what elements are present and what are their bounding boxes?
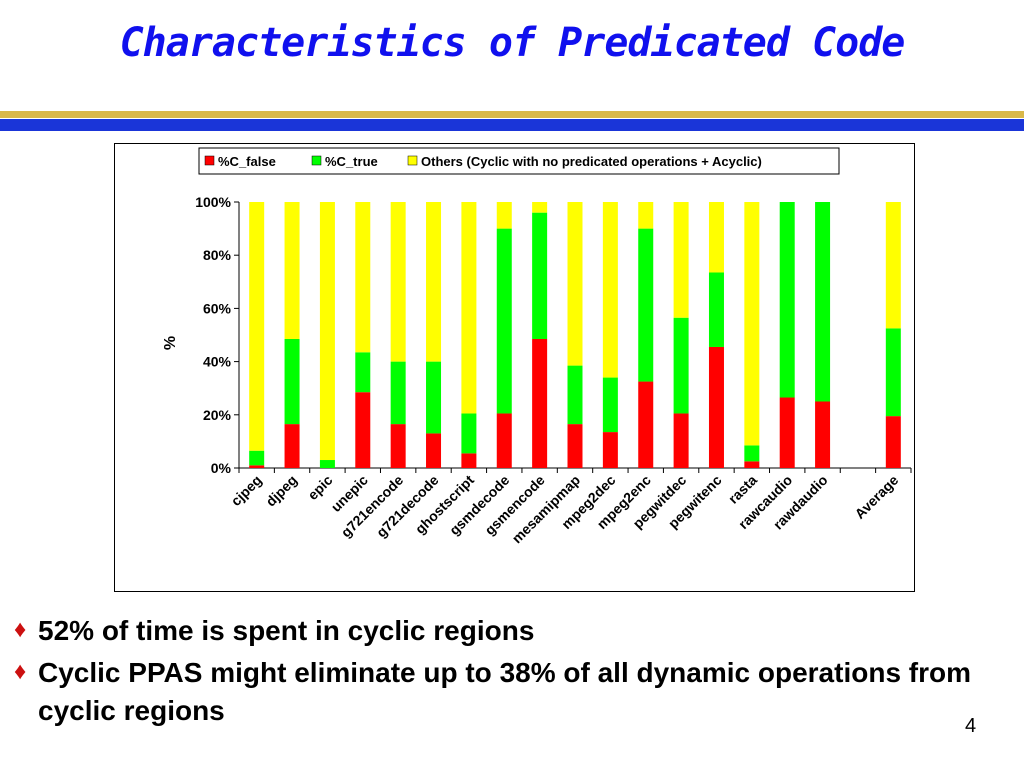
bar-segment: [426, 433, 442, 468]
bar-segment: [779, 202, 795, 398]
bar-segment: [744, 445, 760, 462]
y-tick-label: 80%: [203, 247, 232, 263]
legend-box: [198, 147, 840, 175]
x-tick-label: Average: [851, 472, 901, 522]
bar-segment: [390, 361, 406, 425]
bar-segment: [567, 424, 583, 468]
legend-swatch: [204, 155, 215, 166]
bar-segment: [602, 202, 618, 378]
y-tick-label: 100%: [195, 194, 231, 210]
bar-segment: [885, 202, 901, 329]
bar-segment: [815, 202, 831, 402]
bar-segment: [284, 202, 300, 339]
title-divider-gold: [0, 111, 1024, 118]
bar-segment: [496, 413, 512, 468]
y-axis-label: %: [162, 336, 179, 350]
bar-segment: [744, 461, 760, 468]
bar-segment: [673, 202, 689, 318]
bullet-text: Cyclic PPAS might eliminate up to 38% of…: [38, 657, 972, 726]
bar-segment: [249, 202, 265, 451]
bar-segment: [249, 450, 265, 466]
bar-segment: [638, 228, 654, 382]
page-number: 4: [965, 715, 977, 737]
x-tick-label: epic: [304, 472, 335, 503]
bar-segment: [319, 460, 335, 468]
bar-segment: [390, 202, 406, 362]
chart-container: 0% 20% 40% 60% 80% 100% cjpeg djpeg epic unepic g7…: [114, 143, 915, 592]
bar-segment: [602, 432, 618, 468]
y-tick-label: 0%: [211, 460, 232, 476]
bullet-list: ♦ 52% of time is spent in cyclic regions…: [14, 612, 974, 734]
bar-segment: [461, 453, 477, 468]
bar-segment: [779, 397, 795, 468]
bar-segment: [708, 202, 724, 273]
bar-segment: [532, 338, 548, 468]
x-tick-label: djpeg: [262, 472, 300, 510]
bar-segment: [673, 317, 689, 414]
bar-segment: [744, 202, 760, 446]
bullet-item: ♦ Cyclic PPAS might eliminate up to 38% …: [14, 654, 974, 730]
bar-segment: [496, 202, 512, 229]
legend-label: Others (Cyclic with no predicated operat…: [421, 154, 762, 169]
bullet-item: ♦ 52% of time is spent in cyclic regions: [14, 612, 974, 650]
bar-segment: [638, 381, 654, 468]
bar-segment: [355, 392, 371, 468]
bar-segment: [708, 346, 724, 468]
bar-segment: [532, 202, 548, 213]
bar-segment: [249, 465, 265, 468]
bar-segment: [284, 338, 300, 425]
bar-segment: [461, 413, 477, 454]
bar-segment: [355, 352, 371, 393]
bar-segment: [532, 212, 548, 339]
legend-label: %C_false: [218, 154, 276, 169]
title-divider-blue: [0, 119, 1024, 131]
y-tick-label: 20%: [203, 407, 232, 423]
bar-segment: [319, 202, 335, 461]
bar-segment: [496, 228, 512, 414]
bar-segment: [885, 328, 901, 417]
bar-segment: [673, 413, 689, 468]
legend-swatch: [407, 155, 418, 166]
legend-swatch: [311, 155, 322, 166]
bar-segment: [426, 202, 442, 362]
bar-segment: [602, 377, 618, 433]
x-tick-label: cjpeg: [228, 472, 265, 509]
bar-segment: [355, 202, 371, 353]
bar-segment: [885, 416, 901, 468]
bar-segment: [426, 361, 442, 434]
bar-segment: [708, 272, 724, 347]
diamond-bullet-icon: ♦: [14, 616, 27, 643]
bar-segment: [638, 202, 654, 229]
diamond-bullet-icon: ♦: [14, 658, 27, 685]
bar-segment: [284, 424, 300, 468]
bar-segment: [815, 401, 831, 468]
legend-label: %C_true: [325, 154, 378, 169]
bar-segment: [390, 424, 406, 468]
bar-segment: [567, 365, 583, 425]
y-tick-label: 40%: [203, 354, 232, 370]
bar-segment: [461, 202, 477, 414]
slide-title: Characteristics of Predicated Code: [119, 20, 906, 66]
bar-segment: [567, 202, 583, 366]
bullet-text: 52% of time is spent in cyclic regions: [38, 615, 535, 646]
y-tick-label: 60%: [203, 300, 232, 316]
